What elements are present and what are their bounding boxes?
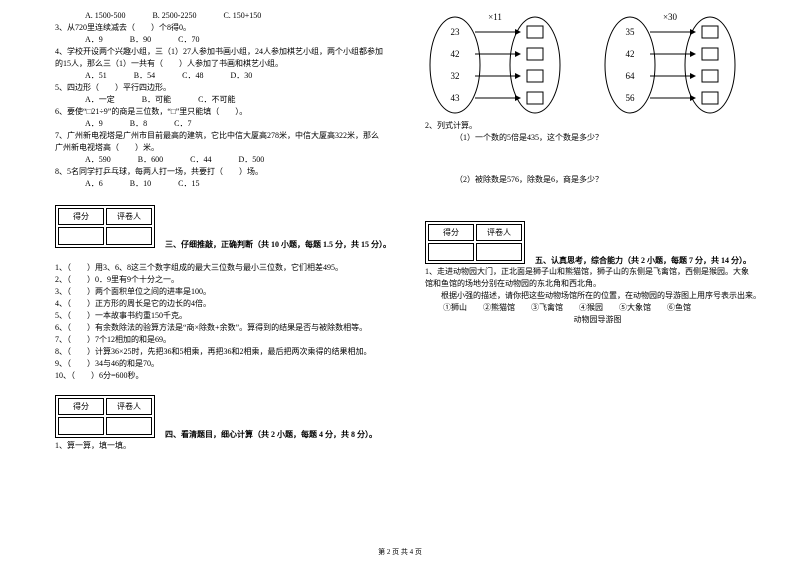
q8-options: A．6 B．10 C．15 — [55, 178, 400, 190]
zoo-map-title: 动物园导游图 — [425, 314, 770, 325]
q3-text: 3、从720里连续减去（ ）个8得0。 — [55, 22, 400, 34]
svg-text:23: 23 — [451, 27, 461, 37]
svg-text:42: 42 — [451, 49, 460, 59]
q3-a: A．9 — [85, 34, 103, 46]
q5-a: A．一定 — [85, 94, 115, 106]
score-label: 得分 — [58, 208, 104, 225]
q7-d: D．500 — [238, 154, 264, 166]
q5-c: C．不可能 — [198, 94, 235, 106]
score-label: 得分 — [428, 224, 474, 241]
q7-text2: 广州新电视塔高（ ）米。 — [55, 142, 400, 154]
q8-b: B．10 — [130, 178, 151, 190]
q8-a: A．6 — [85, 178, 103, 190]
score-box-5: 得分评卷人 — [425, 221, 525, 264]
q6-text: 6、要使“□21÷9”的商是三位数，“□”里只能填（ ）。 — [55, 106, 400, 118]
tf1: 1、（ ）用3、6、8这三个数字组成的最大三位数与最小三位数，它们相差495。 — [55, 262, 400, 274]
formula-calc-head: 2、列式计算。 — [425, 120, 770, 132]
q2-b: B. 2500-2250 — [152, 10, 196, 22]
q4-options: A．51 B．54 C．48 D．30 — [55, 70, 400, 82]
zoo-list: ①狮山 ②熊猫馆 ③飞禽馆 ④猴园 ⑤大象馆 ⑥鱼馆 — [425, 302, 770, 314]
q4-text1: 4、学校开设两个兴趣小组，三（1）27人参加书画小组，24人参加棋艺小组，两个小… — [55, 46, 400, 58]
q3-options: A．9 B．90 C．70 — [55, 34, 400, 46]
q3-b: B．90 — [130, 34, 151, 46]
q5-b: B．可能 — [142, 94, 171, 106]
page-footer: 第 2 页 共 4 页 — [0, 547, 800, 557]
q4-c: C．48 — [182, 70, 203, 82]
score-label: 得分 — [58, 398, 104, 415]
q5-text: 5、四边形（ ）平行四边形。 — [55, 82, 400, 94]
q2-a: A. 1500-500 — [85, 10, 125, 22]
reviewer-label: 评卷人 — [106, 208, 152, 225]
svg-text:×30: ×30 — [663, 12, 678, 22]
formula-calc-2: （2）被除数是576，除数是6，商是多少？ — [425, 174, 770, 186]
tf8: 8、（ ）计算36×25时，先把36和5相乘，再把36和2相乘，最后把两次乘得的… — [55, 346, 400, 358]
zoo-3: 根据小强的描述，请你把这些动物场馆所在的位置，在动物园的导游图上用序号表示出来。 — [425, 290, 770, 302]
tf4: 4、（ ）正方形的周长是它的边长的4倍。 — [55, 298, 400, 310]
q8-text: 8、5名同学打乒乓球，每两人打一场，共要打（ ）场。 — [55, 166, 400, 178]
svg-text:64: 64 — [626, 71, 636, 81]
tf7: 7、（ ）7个12相加的和是69。 — [55, 334, 400, 346]
q3-c: C．70 — [178, 34, 199, 46]
score-box-4: 得分评卷人 — [55, 395, 155, 438]
q4-b: B．54 — [134, 70, 155, 82]
reviewer-label: 评卷人 — [106, 398, 152, 415]
tf5: 5、（ ）一本故事书约重150千克。 — [55, 310, 400, 322]
svg-text:32: 32 — [451, 71, 460, 81]
calc1: 1、算一算，填一填。 — [55, 440, 400, 452]
section-3-title: 三、仔细推敲，正确判断（共 10 小题，每题 1.5 分，共 15 分）。 — [165, 239, 391, 250]
svg-text:56: 56 — [626, 93, 636, 103]
q5-options: A．一定 B．可能 C．不可能 — [55, 94, 400, 106]
zoo-2: 馆和鱼馆的场地分别在动物园的东北角和西北角。 — [425, 278, 770, 290]
q7-c: C．44 — [190, 154, 211, 166]
q2-options: A. 1500-500 B. 2500-2250 C. 150+150 — [55, 10, 400, 22]
svg-text:43: 43 — [451, 93, 461, 103]
q4-a: A．51 — [85, 70, 107, 82]
q7-a: A．590 — [85, 154, 111, 166]
svg-text:×11: ×11 — [488, 12, 502, 22]
q7-b: B．600 — [138, 154, 163, 166]
zoo-1: 1、走进动物园大门，正北面是狮子山和熊猫馆，狮子山的东侧是飞禽馆，西侧是猴园。大… — [425, 266, 770, 278]
q4-d: D．30 — [230, 70, 252, 82]
tf10: 10、（ ）6分=600秒。 — [55, 370, 400, 382]
tf3: 3、（ ）两个面积单位之间的进率是100。 — [55, 286, 400, 298]
section-5-title: 五、认真思考，综合能力（共 2 小题，每题 7 分，共 14 分）。 — [535, 255, 751, 266]
q6-options: A．9 B．8 C．7 — [55, 118, 400, 130]
q6-b: B．8 — [130, 118, 147, 130]
score-box-3: 得分评卷人 — [55, 205, 155, 248]
reviewer-label: 评卷人 — [476, 224, 522, 241]
q7-text1: 7、广州新电视塔是广州市目前最高的建筑，它比中信大厦高278米，中信大厦高322… — [55, 130, 400, 142]
tf6: 6、（ ）有余数除法的验算方法是“商×除数+余数”。算得到的结果是否与被除数相等… — [55, 322, 400, 334]
tf2: 2、（ ）0．9里有9个十分之一。 — [55, 274, 400, 286]
svg-text:42: 42 — [626, 49, 635, 59]
q7-options: A．590 B．600 C．44 D．500 — [55, 154, 400, 166]
q4-text2: 的15人，那么三（1）一共有（ ）人参加了书画和棋艺小组。 — [55, 58, 400, 70]
oval-diagram: ×11 23 42 32 43 ×30 35 42 64 56 — [425, 10, 755, 120]
formula-calc-1: （1）一个数的5倍是435，这个数是多少？ — [425, 132, 770, 144]
q6-c: C．7 — [174, 118, 191, 130]
section-4-title: 四、看清题目，细心计算（共 2 小题，每题 4 分，共 8 分）。 — [165, 429, 377, 440]
q6-a: A．9 — [85, 118, 103, 130]
q2-c: C. 150+150 — [223, 10, 261, 22]
q8-c: C．15 — [178, 178, 199, 190]
tf9: 9、（ ）34与46的和是70。 — [55, 358, 400, 370]
svg-text:35: 35 — [626, 27, 636, 37]
